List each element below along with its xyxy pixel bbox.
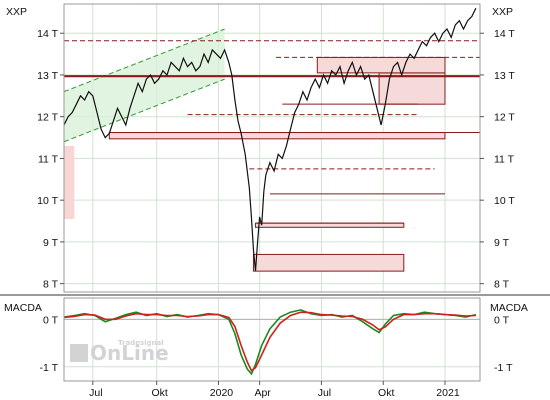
price-right-tick-label: 8 T	[494, 279, 510, 291]
macd-series-signal	[63, 311, 476, 372]
trend-channel-lower-line	[63, 78, 225, 143]
macd-left-label: MACDA	[4, 302, 42, 314]
x-axis-tick-label: 2021	[436, 387, 460, 399]
price-right-tick-label: 13 T	[494, 70, 515, 82]
price-left-tick-label: 14 T	[37, 28, 58, 40]
price-left-tick-label: 8 T	[43, 279, 59, 291]
shaded-zone	[108, 132, 446, 140]
watermark-small-text: Tradesignal	[118, 339, 164, 347]
macd-right-tick-label: -1 T	[494, 362, 513, 374]
macd-right-label: MACDA	[490, 302, 528, 314]
price-panel	[63, 4, 480, 292]
price-right-tick-label: 14 T	[494, 28, 515, 40]
price-left-tick-label: 11 T	[38, 153, 59, 165]
x-axis-tick-label: 2020	[210, 387, 234, 399]
price-left-tick-label: 10 T	[37, 195, 58, 207]
price-right-tick-label: 10 T	[494, 195, 515, 207]
macd-panel-frame	[63, 297, 481, 382]
price-left-symbol-label: XXP	[6, 6, 27, 18]
shaded-zone	[378, 72, 446, 105]
macd-left-tick-label: 0 T	[43, 314, 59, 326]
macd-left-tick-label: -1 T	[40, 362, 59, 374]
x-axis-tick-label: Okt	[152, 387, 168, 399]
price-right-tick-label: 11 T	[494, 153, 515, 165]
x-axis-tick-label: Jul	[89, 387, 102, 399]
watermark-logo-square	[70, 344, 88, 362]
shaded-zone	[255, 222, 405, 228]
x-axis-tick-label: Jul	[318, 387, 331, 399]
price-left-tick-label: 12 T	[37, 112, 58, 124]
price-panel-frame	[63, 3, 481, 293]
trend-channel-upper-line	[63, 28, 225, 93]
left-pink-zone	[64, 145, 75, 219]
macd-right-tick-label: 0 T	[494, 314, 510, 326]
price-left-tick-label: 9 T	[43, 237, 59, 249]
price-right-tick-label: 9 T	[494, 237, 510, 249]
price-left-tick-label: 13 T	[37, 70, 58, 82]
watermark-main-text: OnLine	[90, 341, 169, 365]
macd-panel	[63, 298, 480, 381]
price-series-line	[63, 7, 477, 272]
tradesignal-online-watermark: OnLine Tradesignal	[70, 339, 169, 365]
axis-labels: XXP XXP MACDA MACDA	[4, 6, 528, 314]
shaded-zone	[316, 56, 446, 74]
axes: 8 T 8 T 9 T 9 T 10 T 10 T 11 T 11 T 12 T 12 T 13 T…	[0, 3, 550, 399]
x-axis-tick-label: Okt	[378, 387, 394, 399]
shaded-zone	[252, 253, 405, 272]
price-right-tick-label: 12 T	[494, 112, 515, 124]
price-right-symbol-label: XXP	[492, 6, 513, 18]
x-axis-tick-label: Apr	[254, 387, 271, 399]
